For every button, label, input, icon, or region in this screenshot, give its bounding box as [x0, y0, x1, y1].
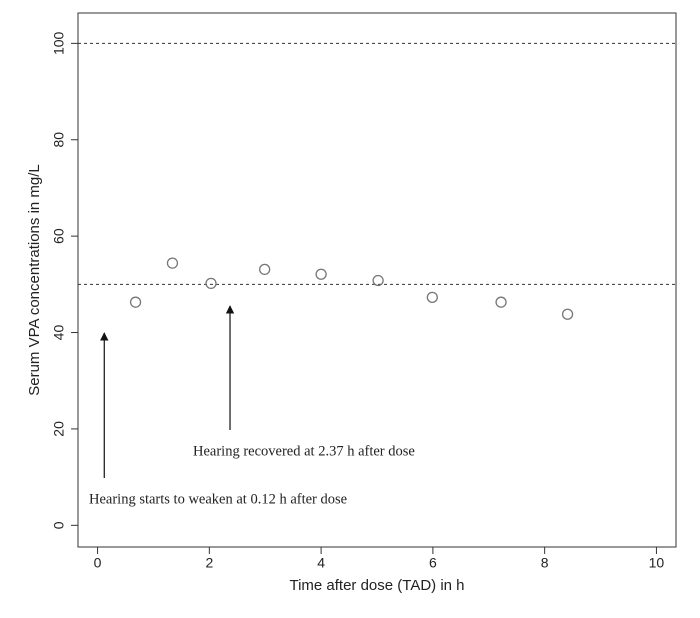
point: [129, 296, 142, 308]
plot-frame: [77, 12, 677, 548]
y-axis-title: Serum VPA concentrations in mg/L: [26, 164, 43, 396]
point: [259, 263, 271, 276]
x-tick-label: 8: [541, 555, 549, 571]
point: [426, 291, 438, 304]
point: [561, 308, 574, 320]
x-tick-label: 4: [317, 555, 325, 571]
x-tick-label: 10: [649, 555, 665, 571]
point: [495, 296, 507, 308]
point: [205, 277, 217, 290]
x-axis-title: Time after dose (TAD) in h: [289, 577, 464, 594]
y-tick-label: 60: [51, 228, 67, 244]
y-tick-label: 20: [51, 421, 67, 437]
x-tick-label: 2: [205, 555, 213, 571]
y-tick-label: 80: [51, 132, 67, 148]
y-tick-label: 40: [51, 325, 67, 341]
point: [166, 257, 179, 269]
x-tick-label: 0: [94, 555, 102, 571]
annotation-text: Hearing recovered at 2.37 h after dose: [193, 443, 415, 459]
point: [372, 274, 384, 287]
annotation-text: Hearing starts to weaken at 0.12 h after…: [89, 491, 347, 507]
point: [315, 268, 327, 280]
y-tick-label: 100: [51, 31, 67, 55]
y-tick-label: 0: [51, 521, 67, 529]
x-tick-label: 6: [429, 555, 437, 571]
